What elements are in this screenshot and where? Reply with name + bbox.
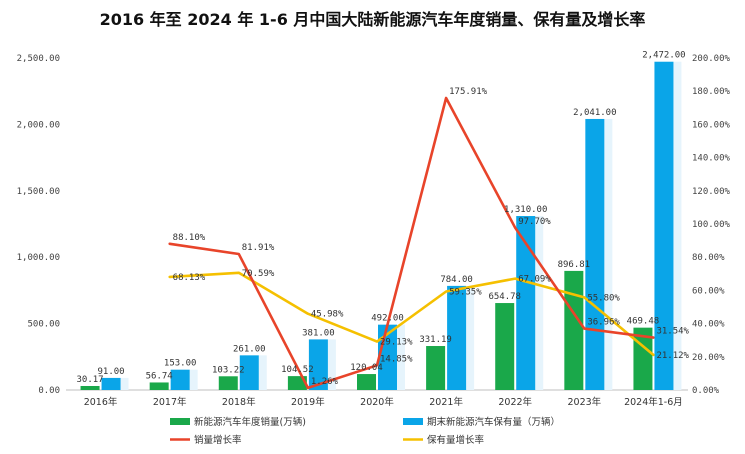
- right-axis-tick-label: 100.00%: [692, 220, 731, 230]
- right-axis-tick-label: 200.00%: [692, 54, 731, 64]
- stock-data-label: 2,472.00: [642, 51, 685, 61]
- left-axis-tick-label: 2,500.00: [17, 54, 60, 64]
- stock-data-label: 261.00: [233, 344, 266, 354]
- sales-data-label: 469.48: [627, 317, 660, 327]
- sales-data-label: 30.17: [77, 375, 104, 385]
- sales-growth-data-label: 36.96%: [587, 318, 620, 328]
- sales-growth-data-label: 97.70%: [518, 217, 551, 227]
- stock-growth-data-label: 21.12%: [656, 351, 689, 361]
- stock-bar: [239, 355, 259, 390]
- left-axis-tick-label: 1,500.00: [17, 187, 60, 197]
- x-axis-category-label: 2020年: [360, 396, 394, 408]
- stock-growth-line: [168, 271, 655, 357]
- x-axis-category-label: 2024年1-6月: [624, 396, 683, 408]
- right-axis-tick-label: 180.00%: [692, 87, 731, 97]
- sales-growth-line: [168, 96, 655, 390]
- sales-growth-data-label: 14.85%: [380, 354, 413, 364]
- right-axis-tick-label: 20.00%: [692, 353, 725, 363]
- sales-growth-data-label: 88.10%: [173, 233, 206, 243]
- stock-bar: [447, 285, 467, 390]
- stock-growth-data-label: 70.59%: [242, 269, 275, 279]
- legend-label: 销量增长率: [194, 434, 242, 446]
- sales-bar: [149, 382, 169, 390]
- sales-data-label: 120.04: [350, 363, 383, 373]
- right-axis-tick-label: 120.00%: [692, 187, 731, 197]
- left-axis-tick-label: 0.00: [38, 386, 60, 396]
- sales-bar: [426, 346, 446, 390]
- stock-growth-data-label: 29.13%: [380, 338, 413, 348]
- left-axis-tick-label: 2,000.00: [17, 120, 60, 130]
- right-axis-tick-label: 40.00%: [692, 320, 725, 330]
- stock-bar-shadow: [397, 324, 405, 390]
- sales-bar: [564, 270, 584, 390]
- sales-growth-data-label: 175.91%: [449, 87, 488, 97]
- chart-title: 2016 年至 2024 年 1-6 月中国大陆新能源汽车年度销量、保有量及增长…: [99, 10, 646, 29]
- x-axis-category-label: 2022年: [498, 396, 532, 408]
- sales-data-label: 896.81: [558, 260, 591, 270]
- stock-bar: [170, 369, 190, 390]
- right-axis-tick-label: 140.00%: [692, 154, 731, 164]
- left-axis-tick-label: 1,000.00: [17, 253, 60, 263]
- x-axis-category-label: 2016年: [84, 396, 118, 408]
- stock-growth-data-label: 59.35%: [449, 287, 482, 297]
- stock-data-label: 1,310.00: [504, 205, 547, 215]
- stock-data-label: 153.00: [164, 359, 197, 369]
- stock-bar-shadow: [604, 118, 613, 390]
- stock-bar-shadow: [327, 339, 336, 390]
- x-axis-category-label: 2021年: [429, 396, 463, 408]
- stock-bar-shadow: [466, 285, 475, 390]
- stock-bar: [101, 377, 121, 390]
- sales-bar: [80, 385, 100, 390]
- sales-data-label: 331.19: [419, 335, 452, 345]
- stock-bar-shadow: [673, 61, 682, 391]
- sales-bar: [357, 374, 376, 390]
- stock-bar-shadow: [535, 216, 544, 390]
- sales-bar: [495, 303, 515, 390]
- sales-data-label: 103.22: [212, 365, 245, 375]
- x-axis-category-label: 2018年: [222, 396, 256, 408]
- stock-data-label: 2,041.00: [573, 108, 616, 118]
- sales-growth-data-label: 31.54%: [656, 327, 689, 337]
- sales-bar: [287, 376, 307, 390]
- right-axis-tick-label: 160.00%: [692, 120, 731, 130]
- stock-data-label: 91.00: [98, 367, 125, 377]
- x-axis-category-label: 2023年: [567, 396, 601, 408]
- stock-bar-shadow: [120, 377, 129, 390]
- stock-bar-shadow: [258, 355, 267, 390]
- stock-growth-data-label: 45.98%: [311, 310, 344, 320]
- sales-growth-data-label: 1.26%: [311, 377, 339, 387]
- x-axis-category-label: 2017年: [153, 396, 187, 408]
- sales-data-label: 654.78: [488, 292, 521, 302]
- left-axis-tick-label: 500.00: [27, 320, 60, 330]
- stock-data-label: 784.00: [440, 275, 473, 285]
- stock-growth-data-label: 67.09%: [518, 275, 551, 285]
- legend-label: 保有量增长率: [427, 434, 485, 446]
- stock-bar: [308, 339, 328, 390]
- sales-bar: [218, 376, 238, 390]
- stock-growth-data-label: 68.13%: [173, 273, 206, 283]
- stock-growth-data-label: 55.80%: [587, 293, 620, 303]
- stock-bar: [585, 118, 605, 390]
- stock-data-label: 492.00: [371, 314, 404, 324]
- legend-label: 期末新能源汽车保有量（万辆）: [427, 416, 560, 428]
- stock-data-label: 381.00: [302, 328, 335, 338]
- stock-bar: [654, 61, 674, 391]
- sales-data-label: 56.74: [146, 371, 173, 381]
- right-axis-tick-label: 0.00%: [692, 386, 720, 396]
- right-axis-tick-label: 60.00%: [692, 286, 725, 296]
- legend-swatch: [170, 418, 190, 425]
- x-axis-category-label: 2019年: [291, 396, 325, 408]
- sales-data-label: 104.52: [281, 365, 314, 375]
- legend-swatch: [403, 418, 423, 425]
- stock-bar: [516, 216, 536, 390]
- right-axis-tick-label: 80.00%: [692, 253, 725, 263]
- legend-label: 新能源汽车年度销量(万辆): [194, 416, 306, 428]
- sales-growth-data-label: 81.91%: [242, 243, 275, 253]
- stock-bar-shadow: [189, 369, 198, 390]
